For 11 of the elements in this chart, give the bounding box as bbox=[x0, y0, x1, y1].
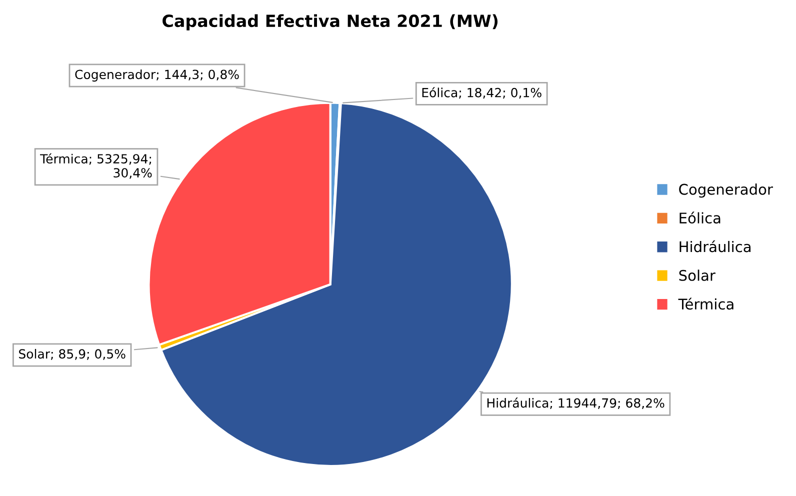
chart-title: Capacidad Efectiva Neta 2021 (MW) bbox=[162, 14, 498, 30]
data-label: Hidráulica; 11944,79; 68,2% bbox=[487, 398, 664, 409]
legend-label: Solar bbox=[679, 270, 716, 281]
data-label: Cogenerador; 144,3; 0,8% bbox=[75, 69, 239, 82]
legend-label: Térmica bbox=[678, 298, 734, 310]
data-label: Eólica; 18,42; 0,1% bbox=[422, 87, 542, 99]
data-label: Térmica; 5325,94; 30,4% bbox=[40, 153, 152, 179]
legend-label: Eólica bbox=[680, 212, 720, 224]
legend-label: Hidráulica bbox=[680, 240, 750, 252]
legend-label: Cogenerador bbox=[679, 184, 773, 198]
data-label: Solar; 85,9; 0,5% bbox=[19, 348, 126, 360]
